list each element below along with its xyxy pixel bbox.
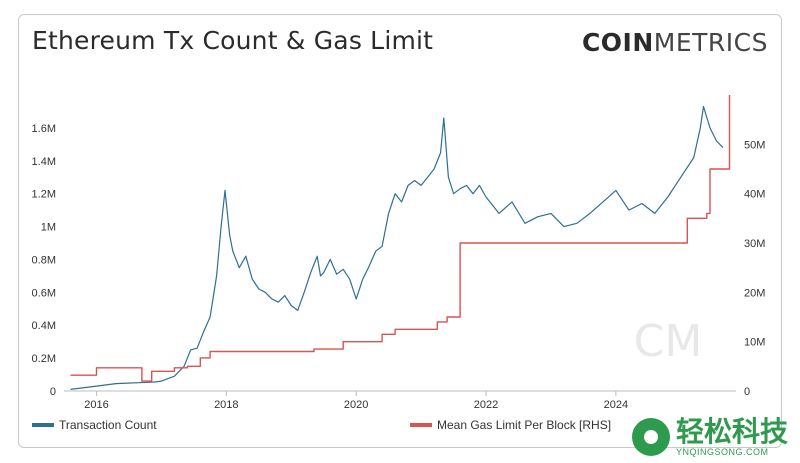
y-left-tick-label: 1M <box>41 222 56 234</box>
watermark-text: 轻松科技 YNQINGSONG.COM <box>675 415 788 458</box>
y-left-tick-label: 0.6M <box>32 287 56 299</box>
gas-limit-line <box>70 95 731 382</box>
chart-frame <box>18 14 782 448</box>
x-tick-label: 2024 <box>604 399 628 411</box>
y-left-tick-label: 0.8M <box>32 254 56 266</box>
x-tick-label: 2020 <box>344 399 368 411</box>
x-tick-label: 2018 <box>214 399 238 411</box>
y-left-tick-label: 1.6M <box>32 123 56 135</box>
y-right-tick-label: 0 <box>744 386 750 398</box>
transaction-count-line <box>70 105 724 390</box>
y-left-tick-label: 0.4M <box>32 320 56 332</box>
legend-tx: Transaction Count <box>32 418 157 432</box>
legend-tx-label: Transaction Count <box>59 418 157 432</box>
brand-bold: COIN <box>581 28 654 57</box>
background-cm-mark: CM <box>634 316 703 367</box>
chart-title: Ethereum Tx Count & Gas Limit <box>32 26 434 55</box>
y-left-tick-label: 0.2M <box>32 353 56 365</box>
watermark-chinese: 轻松科技 <box>675 415 788 448</box>
site-watermark: 轻松科技 YNQINGSONG.COM <box>631 415 788 458</box>
legend-gas-swatch <box>410 423 432 427</box>
coinmetrics-logo: COINMETRICS <box>582 28 768 57</box>
legend-gas-label: Mean Gas Limit Per Block [RHS] <box>437 418 612 432</box>
y-right-tick-label: 30M <box>744 238 765 250</box>
y-left-tick-label: 1.4M <box>32 156 56 168</box>
y-right-tick-label: 20M <box>744 287 765 299</box>
legend-tx-swatch <box>32 423 54 427</box>
x-tick-label: 2022 <box>474 399 498 411</box>
watermark-english: YNQINGSONG.COM <box>675 447 769 457</box>
y-left-tick-label: 0 <box>50 386 56 398</box>
y-right-tick-label: 40M <box>744 189 765 201</box>
y-right-tick-label: 50M <box>744 139 765 151</box>
x-tick-label: 2016 <box>84 399 108 411</box>
brand-light: METRICS <box>653 28 768 57</box>
legend-gas: Mean Gas Limit Per Block [RHS] <box>410 418 611 432</box>
y-left-tick-label: 1.2M <box>32 189 56 201</box>
watermark-logo-icon <box>631 418 670 456</box>
y-right-tick-label: 10M <box>744 337 765 349</box>
